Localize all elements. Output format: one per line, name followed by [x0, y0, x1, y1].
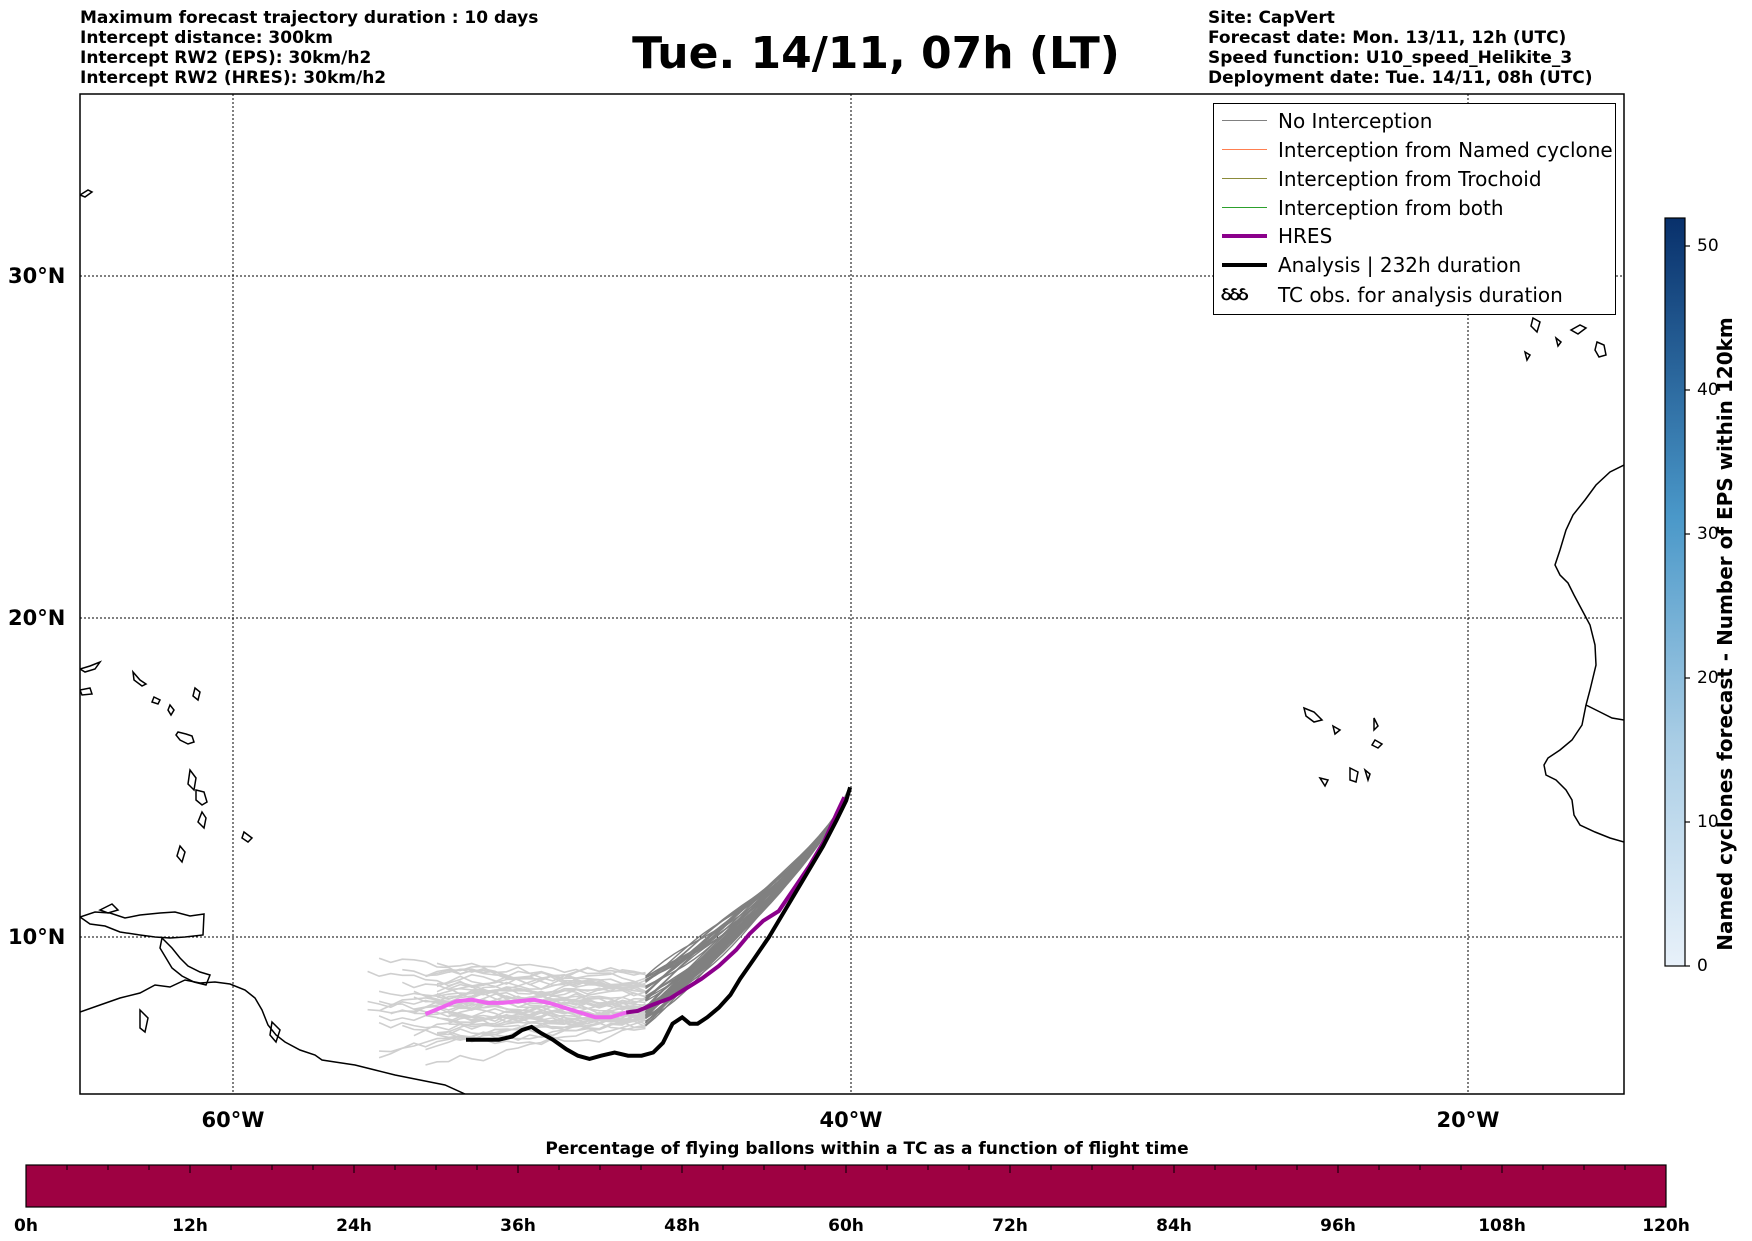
legend-entry: ઠઠઠ TC obs. for analysis duration [1214, 281, 1615, 309]
colorbar-horizontal-tick-label: 108h [1478, 1216, 1526, 1236]
colorbar-tick-label: 0 [1697, 956, 1708, 976]
colorbar-horizontal-tick-label: 36h [500, 1216, 536, 1236]
header-line: Speed function: U10_speed_Helikite_3 [1208, 48, 1573, 68]
ensemble-trajectories [644, 790, 849, 1027]
colorbar-vertical-ticks [1685, 245, 1690, 967]
legend-swatch [1222, 234, 1267, 238]
legend-entry: Analysis | 232h duration [1214, 251, 1615, 279]
colorbar-tick-label: 20 [1697, 668, 1719, 688]
ensemble-trajectory [645, 790, 849, 981]
ensemble-trajectory-faded [448, 982, 646, 1010]
colorbar-horizontal-tick-label: 0h [14, 1216, 38, 1236]
legend-label: HRES [1278, 224, 1333, 248]
analysis-track [466, 786, 853, 1061]
legend-label: TC obs. for analysis duration [1278, 283, 1563, 307]
colorbar-horizontal-title: Percentage of flying ballons within a TC… [545, 1139, 1189, 1159]
header-info-left: Maximum forecast trajectory duration : 1… [80, 8, 538, 88]
gridlines [80, 94, 1624, 1094]
ensemble-trajectory-faded [378, 991, 646, 1011]
lon-label: 20°W [1436, 1108, 1500, 1132]
ensemble-trajectories-faded [367, 957, 646, 1066]
header-line: Forecast date: Mon. 13/11, 12h (UTC) [1208, 28, 1567, 48]
legend-swatch [1222, 149, 1267, 150]
header-line: Site: CapVert [1208, 8, 1335, 28]
ensemble-trajectory-faded [448, 1006, 646, 1035]
ensemble-trajectory [645, 790, 849, 1017]
colorbar-horizontal-tick-label: 96h [1320, 1216, 1356, 1236]
header-line: Intercept distance: 300km [80, 28, 333, 48]
legend-swatch [1222, 120, 1267, 121]
ensemble-trajectory-faded [378, 957, 646, 980]
coastlines [80, 189, 1624, 1094]
colorbar-tick-label: 40 [1697, 380, 1719, 400]
colorbar-tick-label: 10 [1697, 812, 1719, 832]
ensemble-trajectory [645, 790, 849, 979]
colorbar-vertical-title: Named cyclones forecast - Number of EPS … [1713, 317, 1737, 951]
lon-label: 40°W [819, 1108, 883, 1132]
ensemble-trajectory-faded [402, 1018, 646, 1043]
ensemble-trajectory [644, 790, 849, 1008]
header-info-right: Site: CapVert Forecast date: Mon. 13/11,… [1208, 8, 1593, 88]
legend-entry: Interception from Trochoid [1214, 165, 1615, 193]
legend-entry: Interception from both [1214, 194, 1615, 222]
legend-swatch [1222, 178, 1267, 179]
legend-swatch [1222, 263, 1267, 267]
legend-label: No Interception [1278, 109, 1433, 133]
legend-label: Interception from Named cyclone [1278, 138, 1613, 162]
colorbar-horizontal-ticks [25, 1165, 1667, 1173]
ensemble-trajectory [645, 790, 849, 977]
ensemble-trajectory [645, 790, 849, 978]
lat-label: 30°N [8, 264, 66, 288]
ensemble-trajectory-faded [436, 973, 646, 990]
map-legend: No Interception Interception from Named … [1213, 103, 1616, 315]
colorbar-vertical [1664, 217, 1686, 967]
legend-label: Interception from Trochoid [1278, 167, 1542, 191]
header-line: Deployment date: Tue. 14/11, 08h (UTC) [1208, 68, 1593, 88]
ensemble-trajectory-faded [436, 973, 646, 1000]
colorbar-horizontal-tick-label: 72h [992, 1216, 1028, 1236]
colorbar-tick-label: 30 [1697, 524, 1719, 544]
page-title: Tue. 14/11, 07h (LT) [632, 28, 1120, 79]
ensemble-trajectory [645, 790, 849, 979]
ensemble-trajectory [645, 790, 849, 1001]
legend-entry: Interception from Named cyclone [1214, 136, 1615, 164]
legend-entry: HRES [1214, 222, 1615, 250]
map-border [79, 93, 1625, 1095]
ensemble-trajectory-faded [448, 1006, 646, 1042]
lat-label: 10°N [8, 925, 66, 949]
colorbar-tick-label: 50 [1697, 236, 1719, 256]
ensemble-trajectory [645, 790, 849, 988]
lon-label: 60°W [201, 1108, 265, 1132]
ensemble-trajectory-faded [436, 962, 646, 986]
ensemble-trajectory-faded [436, 990, 646, 1029]
tc-symbol-icon: ઠઠઠ [1221, 284, 1248, 305]
lat-label: 20°N [8, 606, 66, 630]
header-line: Intercept RW2 (HRES): 30km/h2 [80, 68, 387, 88]
colorbar-horizontal-tick-label: 120h [1642, 1216, 1690, 1236]
ensemble-trajectory [645, 790, 849, 1007]
hres-faded-track [424, 997, 627, 1020]
ensemble-trajectory [645, 790, 849, 1009]
ensemble-trajectory-faded [378, 997, 646, 1016]
colorbar-horizontal-tick-label: 60h [828, 1216, 864, 1236]
legend-swatch [1222, 207, 1267, 208]
ensemble-trajectory-faded [436, 1000, 646, 1036]
legend-label: Interception from both [1278, 196, 1504, 220]
legend-label: Analysis | 232h duration [1278, 253, 1522, 277]
colorbar-horizontal-tick-label: 12h [172, 1216, 208, 1236]
colorbar-horizontal-tick-label: 48h [664, 1216, 700, 1236]
colorbar-horizontal-tick-label: 84h [1156, 1216, 1192, 1236]
header-line: Intercept RW2 (EPS): 30km/h2 [80, 48, 372, 68]
ensemble-trajectory [645, 790, 849, 981]
colorbar-horizontal-tick-label: 24h [336, 1216, 372, 1236]
legend-entry: No Interception [1214, 107, 1615, 135]
ensemble-trajectory-faded [425, 1010, 646, 1025]
ensemble-trajectory-faded [425, 1026, 646, 1066]
header-line: Maximum forecast trajectory duration : 1… [80, 8, 539, 28]
